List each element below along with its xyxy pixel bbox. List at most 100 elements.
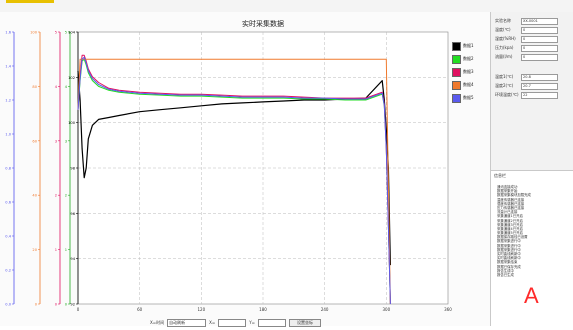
y-tick-label: 94 (70, 257, 75, 261)
log-line: 采集通道1已开启 (497, 214, 523, 219)
y-tick-label: 80 (32, 85, 37, 89)
log-title: 信息栏 (494, 173, 506, 178)
series-line (77, 54, 391, 305)
legend-swatch (452, 67, 461, 77)
field-label: 湿度(%RH) (495, 36, 516, 41)
log-line: 报告已生成 (497, 272, 514, 277)
field-row: 温度2(℃) 20.7 (495, 82, 558, 90)
y-tick-label: 5 (55, 31, 57, 35)
y-input[interactable] (257, 318, 286, 327)
field-value[interactable]: 0 (521, 44, 558, 52)
refresh-mode-select[interactable]: 自动刷新 (167, 318, 207, 327)
legend-item[interactable]: 数据1 (452, 40, 488, 52)
y-tick-label: 0.0 (5, 303, 11, 307)
y-tick-label: 0.6 (5, 201, 11, 205)
y-tick-label: 0 (55, 303, 58, 307)
x-tick-label: 360 (444, 307, 452, 312)
legend-label: 数据2 (463, 56, 474, 61)
log-line: 温度传感器已连接 (497, 197, 525, 202)
log-line: 数据采集进行中 (497, 239, 521, 244)
legend-label: 数据5 (463, 95, 474, 100)
log-line: 数据采集进行中 (497, 247, 521, 252)
y-tick-label: 3 (55, 139, 57, 143)
field-row: 温度1(℃) 20.8 (495, 73, 558, 81)
y-tick-label: 92 (70, 303, 75, 307)
field-value[interactable]: 22 (521, 91, 558, 99)
chart-title: 实时采集数据 (242, 19, 284, 28)
field-row: 温度(℃) 0 (495, 26, 558, 34)
chart-area: 实时采集数据 0 60 120 180 240 300 360 1.6 1.4 1.2 1.0 0.8 0… (0, 12, 491, 326)
field-label: 温度(℃) (495, 27, 511, 32)
y-tick-label: 0 (65, 303, 68, 307)
legend-item[interactable]: 数据5 (452, 92, 488, 104)
field-value[interactable]: 0 (521, 53, 558, 61)
field-value[interactable]: 0 (521, 35, 558, 43)
legend-swatch (452, 80, 461, 90)
y-tick-label: 1.0 (5, 133, 11, 137)
y-tick-label: 98 (70, 167, 75, 171)
y-tick-label: 1 (65, 248, 67, 252)
log-line: 实时曲线刷新中 (497, 252, 521, 256)
field-label: 温度2(℃) (495, 83, 514, 88)
legend-swatch (452, 93, 461, 103)
y-tick-label: 5 (65, 31, 67, 35)
top-strip (0, 0, 573, 12)
field-row: 湿度(%RH) 0 (495, 35, 558, 43)
top-accent (6, 0, 54, 3)
log-line: 采集通道4已开启 (497, 226, 523, 231)
y-tick-label: 1.2 (5, 99, 11, 103)
field-value[interactable]: 0 (521, 26, 558, 34)
y-tick-label: 3 (65, 139, 67, 143)
x-tick-label: 180 (259, 307, 267, 312)
legend-item[interactable]: 数据3 (452, 66, 488, 78)
x-tick-label: 240 (321, 307, 329, 312)
y-input-label: Y= (249, 320, 255, 325)
legend-item[interactable]: 数据2 (452, 53, 488, 65)
field-row: 环境温度(℃) 22 (495, 91, 558, 99)
field-value[interactable]: 20.7 (521, 82, 558, 90)
x-input[interactable] (218, 318, 247, 327)
series-line (77, 58, 391, 305)
log-list: 通讯连接成功 数据采集开始 数据采集模块加载完成 温度传感器已连接 湿度传感器已连接 压力… (497, 185, 531, 277)
field-label: 温度1(℃) (495, 74, 514, 79)
log-line: 数据采集模块加载完成 (497, 193, 531, 198)
log-line: 数据采集进行中 (497, 243, 521, 248)
y-tick-label: 0 (35, 303, 38, 307)
field-label: 压力(kpa) (495, 45, 514, 50)
y-tick-label: 20 (32, 248, 37, 252)
field-label: 环境温度(℃) (495, 92, 519, 97)
y-tick-label: 2 (55, 194, 57, 198)
log-line: 数据保存路径已设置 (497, 235, 528, 240)
log-line: 湿度传感器已连接 (497, 201, 525, 206)
log-line: 通讯连接成功 (497, 185, 518, 189)
field-label: 流量(l/m) (495, 54, 513, 59)
series-line (77, 70, 391, 266)
log-line: 采集通道5已开启 (497, 231, 523, 236)
log-line: 流量计已连接 (497, 210, 518, 215)
legend-swatch (452, 54, 461, 64)
log-line: 压力传感器已连接 (497, 205, 525, 210)
y-tick-label: 100 (68, 121, 76, 125)
x-tick-label: 0 (77, 307, 80, 312)
field-label: 实验名称 (495, 18, 511, 23)
legend-item[interactable]: 数据4 (452, 79, 488, 91)
y-tick-label: 0.8 (5, 167, 11, 171)
log-line: 实时曲线刷新中 (497, 256, 521, 261)
legend-label: 数据3 (463, 69, 474, 74)
x-axis-select-label: X=时间 (150, 319, 165, 325)
y-tick-label: 0.2 (5, 269, 11, 273)
field-value[interactable]: XX-0001 (521, 17, 558, 25)
y-tick-label: 4 (55, 85, 58, 89)
y-tick-label: 104 (68, 31, 76, 35)
y-tick-label: 100 (30, 31, 38, 35)
y-tick-label: 102 (68, 76, 75, 80)
field-row: 压力(kpa) 0 (495, 44, 558, 52)
x-tick-label: 60 (137, 307, 143, 312)
field-row: 流量(l/m) 0 (495, 53, 558, 61)
legend-label: 数据1 (463, 43, 474, 48)
field-value[interactable]: 20.8 (521, 73, 558, 81)
y-tick-label: 40 (32, 194, 37, 198)
log-line: 数据采集结束 (497, 260, 518, 265)
set-axis-button[interactable]: 设置坐标 (288, 318, 321, 327)
chart-legend: 数据1 数据2 数据3 数据4 数据5 (452, 40, 488, 105)
